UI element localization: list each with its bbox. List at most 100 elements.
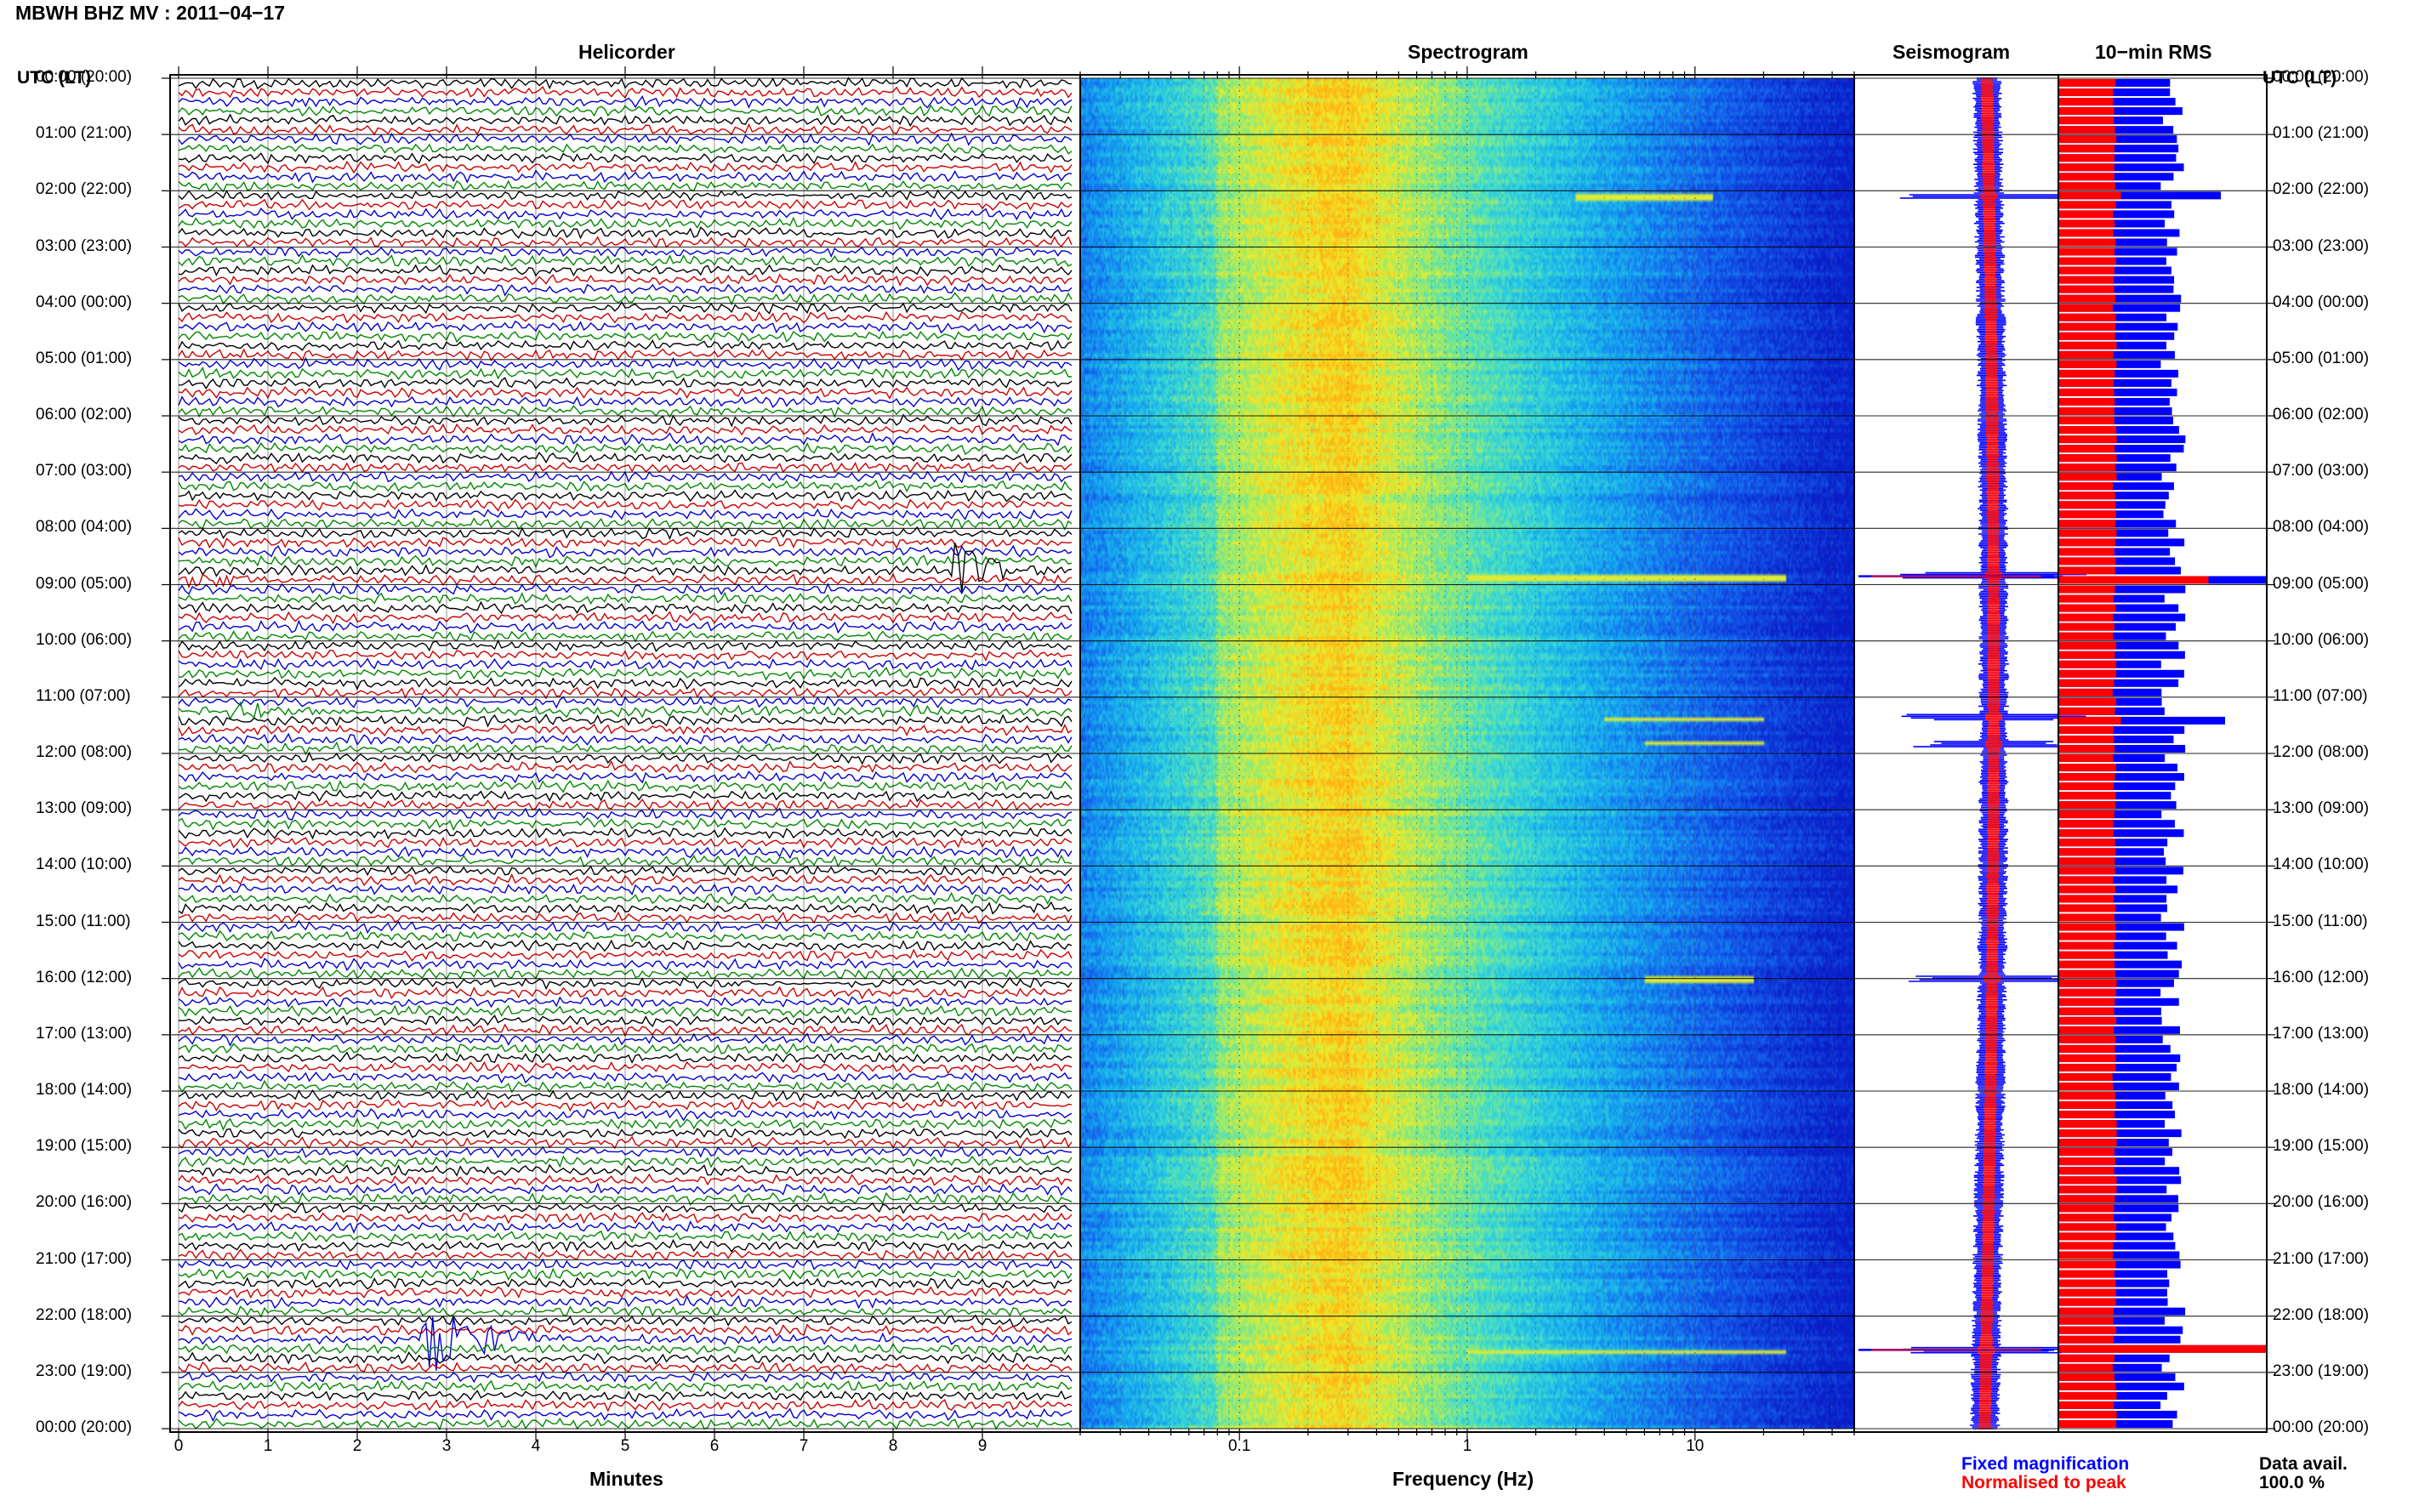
rms-bar-fixed (2058, 435, 2186, 444)
minute-tick-label: 9 (977, 1437, 988, 1455)
rms-bar-normalised (2058, 1026, 2114, 1034)
rms-bar-fixed (2058, 669, 2184, 678)
rms-bar-normalised (2058, 660, 2117, 668)
rms-bar-normalised (2058, 1092, 2115, 1100)
rms-bar-normalised (2058, 941, 2114, 950)
rms-bar-fixed (2058, 1382, 2184, 1390)
rms-bar-normalised (2058, 417, 2114, 425)
rms-bar-fixed (2058, 1260, 2181, 1269)
rms-bar-normalised (2058, 154, 2114, 162)
rms-bar-fixed (2058, 154, 2177, 162)
time-label-right: 10:00 (06:00) (2273, 630, 2370, 649)
rms-title: 10−min RMS (2095, 41, 2212, 63)
time-label-right: 14:00 (10:00) (2273, 855, 2370, 874)
rms-bar-normalised (2058, 341, 2117, 350)
rms-bar-normalised (2058, 435, 2117, 444)
minute-tick-label: 3 (441, 1437, 452, 1455)
rms-bar-fixed (2058, 1167, 2180, 1175)
rms-bar-normalised (2058, 773, 2115, 782)
rms-bar-normalised (2058, 1344, 2267, 1353)
rms-bar-normalised (2058, 782, 2114, 791)
rms-bar-normalised (2058, 1288, 2116, 1297)
rms-bar-fixed (2058, 716, 2225, 725)
rms-bar-fixed (2058, 1373, 2176, 1381)
rms-bar-normalised (2058, 679, 2114, 687)
rms-bar-normalised (2058, 641, 2116, 650)
rms-bar-fixed (2058, 773, 2184, 782)
rms-bar-fixed (2058, 538, 2185, 547)
rms-bar-fixed (2058, 1054, 2181, 1062)
rms-bar-normalised (2058, 378, 2114, 387)
rms-bar-normalised (2058, 173, 2114, 181)
rms-bar-normalised (2058, 510, 2116, 519)
time-label-left: 14:00 (10:00) (36, 855, 133, 874)
legend-normalised-to-peak: Normalised to peak (1961, 1473, 2126, 1492)
rms-bar-fixed (2058, 482, 2174, 491)
rms-bar-fixed (2058, 285, 2174, 293)
minute-tick-label: 7 (799, 1437, 809, 1455)
time-label-right: 09:00 (05:00) (2273, 574, 2370, 593)
rms-bar-normalised (2058, 191, 2121, 200)
rms-bar-fixed (2058, 378, 2171, 387)
time-label-left: 12:00 (08:00) (36, 743, 133, 761)
rms-bar-fixed (2058, 332, 2175, 340)
time-label-right: 21:00 (17:00) (2273, 1249, 2370, 1268)
rms-bar-normalised (2058, 1335, 2114, 1344)
rms-bar-normalised (2058, 764, 2116, 772)
time-label-left: 17:00 (13:00) (36, 1024, 133, 1043)
rms-bar-normalised (2058, 1214, 2114, 1222)
rms-bar-normalised (2058, 276, 2114, 284)
rms-bar-fixed (2058, 369, 2179, 378)
rms-bar-normalised (2058, 1176, 2117, 1185)
rms-bar-fixed (2058, 191, 2222, 200)
rms-bar-normalised (2058, 266, 2114, 275)
rms-bar-fixed (2058, 1251, 2180, 1259)
minute-tick-label: 5 (620, 1437, 630, 1455)
frequency-tick-label: 1 (1462, 1437, 1472, 1455)
rms-bar-normalised (2058, 1035, 2116, 1043)
rms-bar-normalised (2058, 923, 2116, 931)
rms-bar-fixed (2058, 1195, 2178, 1203)
rms-bar-fixed (2058, 1176, 2182, 1185)
rms-bar-normalised (2058, 482, 2114, 491)
rms-bar-normalised (2058, 1204, 2114, 1213)
time-label-left: 07:00 (03:00) (36, 462, 133, 480)
rms-bar-fixed (2058, 1410, 2177, 1418)
rms-bar-fixed (2058, 960, 2183, 969)
rms-bar-normalised (2058, 538, 2115, 547)
rms-bar-fixed (2058, 1072, 2171, 1081)
rms-bar-fixed (2058, 782, 2176, 791)
rms-bar-normalised (2058, 1260, 2116, 1269)
rms-bar-fixed (2058, 585, 2186, 594)
time-label-left: 09:00 (05:00) (36, 574, 133, 593)
time-label-right: 11:00 (07:00) (2273, 686, 2368, 705)
time-label-left: 22:00 (18:00) (36, 1305, 133, 1324)
rms-bar-normalised (2058, 1419, 2116, 1428)
rms-bar-fixed (2058, 1111, 2175, 1119)
rms-bar-normalised (2058, 913, 2114, 922)
rms-bar-fixed (2058, 98, 2176, 106)
plot-title: MBWH BHZ MV : 2011−04−17 (15, 2, 286, 24)
rms-bar-normalised (2058, 117, 2114, 125)
rms-bar-normalised (2058, 1316, 2114, 1325)
rms-bar-normalised (2058, 1082, 2114, 1090)
time-label-left: 23:00 (19:00) (36, 1361, 133, 1380)
rms-bar-normalised (2058, 332, 2115, 340)
rms-bar-normalised (2058, 885, 2116, 894)
rms-bar-fixed (2058, 294, 2182, 303)
rms-bar-fixed (2058, 266, 2171, 275)
rms-bar-fixed (2058, 820, 2175, 828)
rms-bar-normalised (2058, 135, 2117, 144)
rms-bar-normalised (2058, 1101, 2116, 1110)
rms-bar-normalised (2058, 219, 2115, 228)
rms-bar-normalised (2058, 848, 2116, 856)
minute-tick-label: 0 (174, 1437, 184, 1455)
rms-bar-normalised (2058, 79, 2116, 88)
rms-bar-fixed (2058, 426, 2179, 435)
rms-bar-normalised (2058, 725, 2114, 734)
data-avail-label: Data avail. (2259, 1454, 2348, 1474)
rms-bar-normalised (2058, 1195, 2115, 1203)
helicorder-title: Helicorder (578, 41, 675, 63)
rms-bar-normalised (2058, 126, 2115, 134)
